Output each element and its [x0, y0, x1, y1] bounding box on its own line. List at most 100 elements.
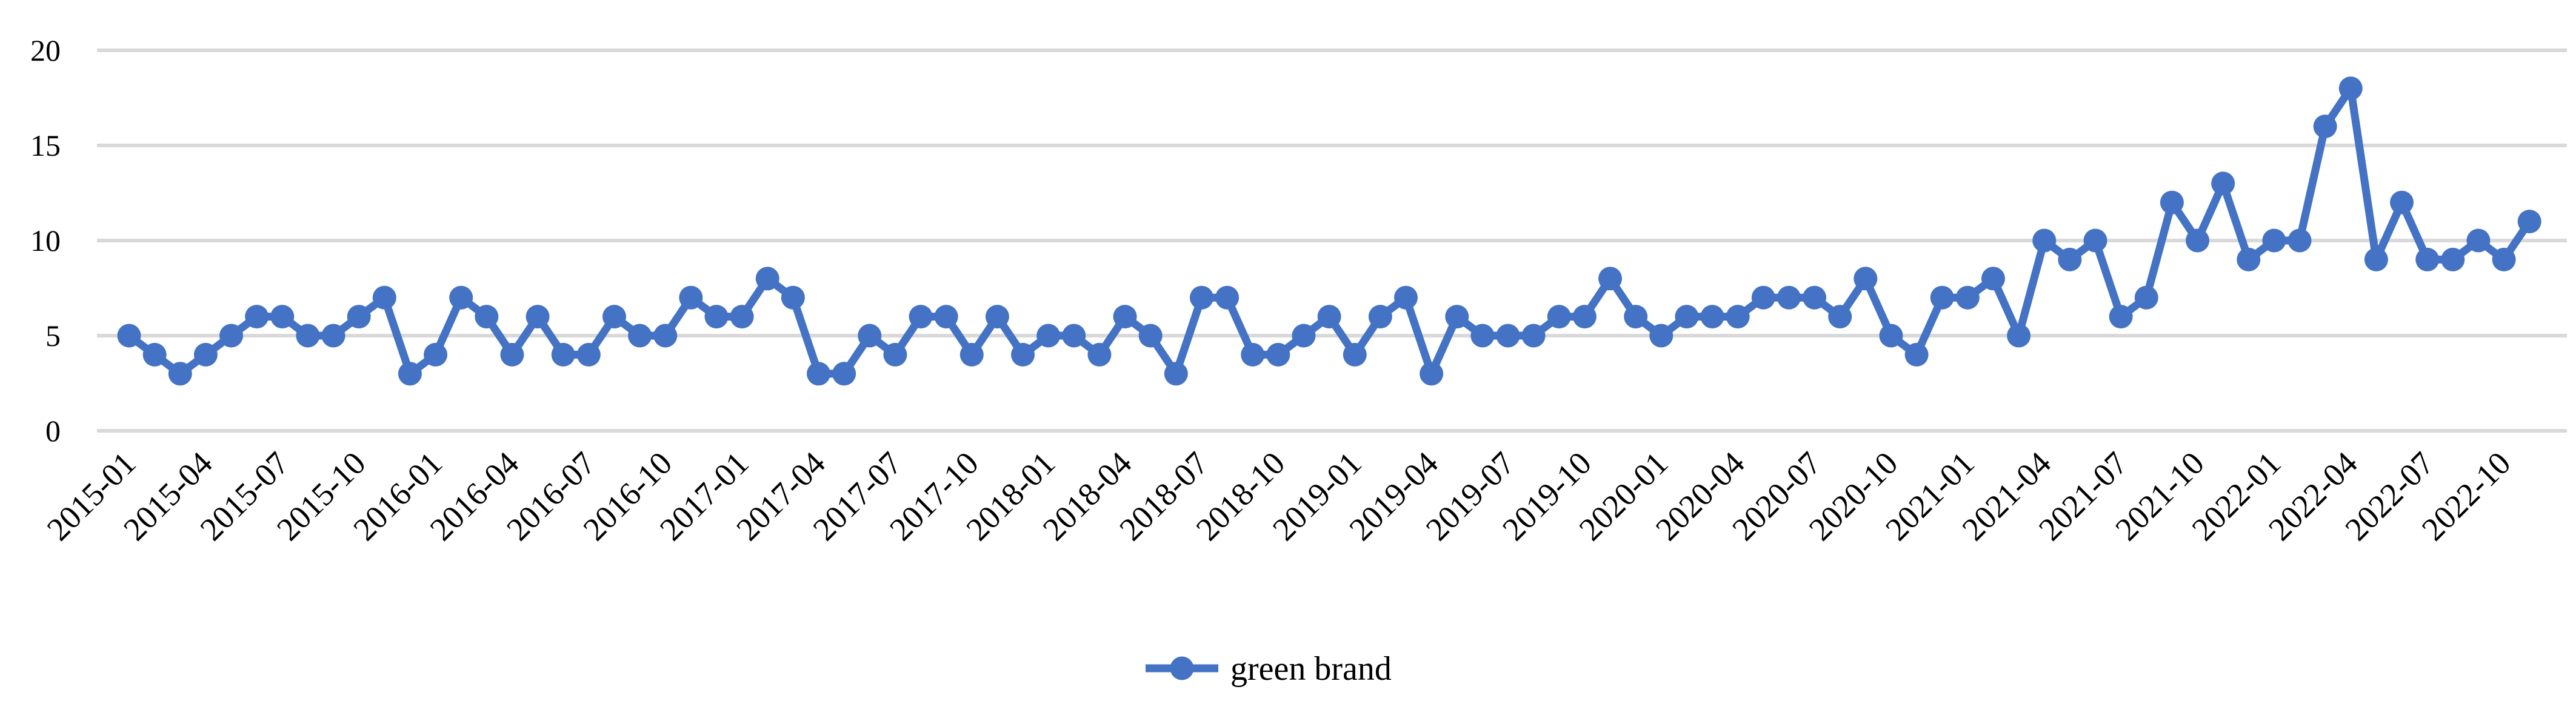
data-point: [2492, 247, 2516, 271]
data-point: [653, 324, 678, 348]
data-point: [2262, 228, 2286, 253]
y-tick-label: 5: [45, 319, 61, 353]
data-point: [985, 305, 1009, 329]
data-point: [1445, 305, 1469, 329]
y-tick-label: 0: [45, 414, 61, 448]
y-axis-tick-labels: 0 5 10 15 20: [30, 33, 61, 448]
data-point: [883, 342, 907, 367]
data-point: [2160, 190, 2184, 214]
legend: green brand: [1146, 650, 1392, 688]
data-point: [704, 305, 729, 329]
y-tick-label: 20: [30, 33, 61, 67]
data-point: [1470, 324, 1495, 348]
data-point: [2032, 228, 2057, 253]
data-point: [1113, 305, 1137, 329]
data-point: [2313, 115, 2337, 139]
data-point: [1828, 305, 1852, 329]
data-point: [1955, 285, 1980, 310]
data-point: [679, 285, 703, 310]
data-point: [1138, 324, 1163, 348]
data-point: [117, 324, 141, 348]
data-point: [1803, 285, 1827, 310]
data-point: [1496, 324, 1520, 348]
data-point: [1598, 267, 1623, 291]
data-point: [1368, 305, 1392, 329]
data-point: [1675, 305, 1699, 329]
legend-label: green brand: [1230, 650, 1392, 688]
data-point: [347, 305, 371, 329]
data-point: [1215, 285, 1240, 310]
data-point: [449, 285, 473, 310]
data-point: [1879, 324, 1903, 348]
data-point: [1343, 342, 1367, 367]
data-point: [2007, 324, 2031, 348]
data-point: [781, 285, 805, 310]
series-green-brand: [117, 76, 2541, 386]
data-point: [2338, 76, 2363, 101]
data-point: [1394, 285, 1418, 310]
y-tick-label: 10: [30, 224, 61, 257]
data-point: [1317, 305, 1341, 329]
gridlines: [97, 48, 2567, 433]
data-point: [959, 342, 984, 367]
data-point: [2466, 228, 2491, 253]
data-point: [1521, 324, 1546, 348]
data-point: [807, 362, 831, 386]
data-point: [934, 305, 958, 329]
data-point: [1777, 285, 1801, 310]
data-point: [2134, 285, 2158, 310]
data-point: [1087, 342, 1112, 367]
data-point: [1189, 285, 1213, 310]
data-point: [1266, 342, 1290, 367]
data-point: [1241, 342, 1265, 367]
data-point: [2211, 171, 2235, 196]
data-point: [2237, 247, 2261, 271]
data-point: [1981, 267, 2005, 291]
data-point: [1572, 305, 1597, 329]
x-axis-tick-labels: 2015-012015-042015-072015-102016-012016-…: [40, 445, 2518, 548]
data-point: [1930, 285, 1954, 310]
data-point: [1854, 267, 1878, 291]
data-point: [909, 305, 933, 329]
data-point: [2390, 190, 2414, 214]
data-point: [2287, 228, 2312, 253]
data-point: [730, 305, 754, 329]
data-point: [500, 342, 524, 367]
data-point: [551, 342, 575, 367]
data-point: [2364, 247, 2388, 271]
data-point: [1547, 305, 1571, 329]
data-point: [1420, 362, 1444, 386]
data-point: [1624, 305, 1648, 329]
series-line: [125, 84, 2534, 378]
data-point: [602, 305, 626, 329]
data-point: [193, 342, 218, 367]
data-point: [296, 324, 320, 348]
data-point: [2083, 228, 2107, 253]
data-point: [398, 362, 422, 386]
data-point: [832, 362, 856, 386]
data-point: [1292, 324, 1316, 348]
data-point: [2517, 210, 2541, 234]
data-point: [1036, 324, 1061, 348]
data-point: [270, 305, 295, 329]
data-point: [1062, 324, 1086, 348]
data-point: [1904, 342, 1929, 367]
data-point: [142, 342, 167, 367]
data-point: [2109, 305, 2133, 329]
data-point: [1726, 305, 1750, 329]
data-point: [576, 342, 601, 367]
data-point: [755, 267, 779, 291]
data-point: [526, 305, 550, 329]
data-point: [2186, 228, 2210, 253]
y-tick-label: 15: [30, 128, 61, 162]
data-point: [168, 362, 192, 386]
data-point: [1700, 305, 1724, 329]
data-point: [1649, 324, 1673, 348]
data-point: [424, 342, 448, 367]
data-point: [2058, 247, 2082, 271]
data-point: [2441, 247, 2465, 271]
data-point: [1164, 362, 1188, 386]
data-point: [1751, 285, 1775, 310]
